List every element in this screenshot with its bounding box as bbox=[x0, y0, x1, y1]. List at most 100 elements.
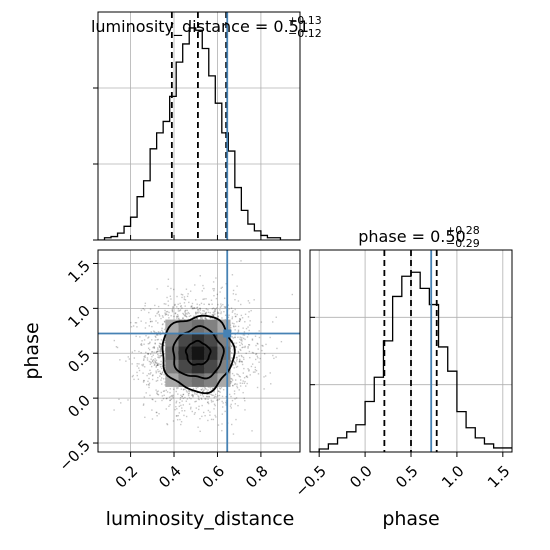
sample-point bbox=[157, 370, 160, 373]
sample-point bbox=[147, 353, 149, 355]
sample-point bbox=[234, 325, 237, 328]
sample-point bbox=[244, 380, 246, 383]
sample-point bbox=[221, 413, 224, 415]
sample-point bbox=[200, 397, 202, 400]
sample-point bbox=[198, 405, 200, 408]
sample-point bbox=[154, 400, 157, 403]
sample-point bbox=[230, 380, 232, 383]
sample-point bbox=[163, 350, 165, 353]
sample-point bbox=[151, 339, 153, 341]
sample-point bbox=[191, 393, 194, 396]
sample-point bbox=[234, 299, 236, 301]
sample-point bbox=[142, 365, 144, 367]
sample-point bbox=[218, 390, 220, 393]
sample-point bbox=[182, 313, 185, 316]
sample-point bbox=[221, 423, 223, 425]
sample-point bbox=[199, 394, 202, 396]
sample-point bbox=[196, 317, 198, 319]
sample-point bbox=[165, 397, 168, 400]
sample-point bbox=[181, 400, 183, 402]
sample-point bbox=[202, 298, 204, 301]
sample-point bbox=[238, 320, 240, 322]
sample-point bbox=[150, 331, 152, 333]
sample-point bbox=[196, 318, 198, 320]
sample-point bbox=[181, 407, 183, 409]
sample-point bbox=[217, 315, 219, 317]
sample-point bbox=[213, 294, 215, 297]
sample-point bbox=[137, 316, 140, 319]
sample-point bbox=[215, 416, 217, 418]
sample-point bbox=[193, 413, 196, 415]
sample-point bbox=[221, 286, 223, 289]
sample-point bbox=[201, 318, 204, 320]
sample-point bbox=[146, 359, 149, 361]
sample-point bbox=[205, 308, 208, 310]
sample-point bbox=[231, 317, 233, 320]
sample-point bbox=[232, 337, 235, 339]
sample-point bbox=[213, 289, 215, 292]
sample-point bbox=[154, 304, 156, 307]
sample-point bbox=[157, 353, 159, 356]
sample-point bbox=[147, 352, 149, 355]
sample-point bbox=[189, 290, 192, 292]
sample-point bbox=[156, 312, 158, 315]
sample-point bbox=[240, 354, 243, 357]
sample-point bbox=[148, 348, 151, 351]
sample-point bbox=[237, 325, 240, 328]
sample-point bbox=[206, 393, 208, 396]
luminosity-distance-histogram-panel: luminosity_distance = 0.51 +0.13 −0.12 bbox=[91, 11, 322, 241]
phase-title-minus: −0.29 bbox=[446, 237, 480, 250]
sample-point bbox=[215, 297, 218, 300]
sample-point bbox=[224, 306, 226, 309]
sample-point bbox=[202, 312, 204, 315]
sample-point bbox=[143, 343, 145, 345]
sample-point bbox=[230, 407, 232, 409]
sample-point bbox=[224, 314, 227, 316]
sample-point bbox=[244, 313, 247, 315]
sample-point bbox=[255, 353, 258, 355]
sample-point bbox=[202, 390, 205, 392]
sample-point bbox=[254, 335, 257, 337]
sample-point bbox=[252, 352, 255, 354]
sample-point bbox=[158, 362, 160, 365]
sample-point bbox=[148, 382, 151, 384]
sample-point bbox=[233, 374, 235, 377]
sample-point bbox=[242, 391, 244, 394]
sample-point bbox=[92, 340, 93, 341]
sample-point bbox=[151, 375, 154, 377]
sample-point bbox=[275, 316, 277, 318]
sample-point bbox=[195, 314, 197, 316]
sample-point bbox=[177, 393, 179, 395]
sample-point bbox=[251, 338, 254, 340]
sample-point bbox=[160, 354, 162, 357]
sample-point bbox=[194, 411, 196, 414]
sample-point bbox=[234, 336, 236, 338]
sample-point bbox=[161, 383, 163, 385]
sample-point bbox=[155, 380, 158, 382]
sample-point bbox=[239, 376, 241, 378]
sample-point bbox=[245, 375, 248, 378]
sample-point bbox=[256, 355, 259, 358]
sample-point bbox=[146, 383, 148, 386]
sample-point bbox=[239, 344, 241, 347]
sample-point bbox=[155, 362, 158, 364]
sample-point bbox=[229, 382, 232, 384]
sample-point bbox=[157, 322, 159, 324]
sample-point bbox=[202, 310, 204, 312]
sample-point bbox=[145, 392, 147, 394]
sample-point bbox=[176, 313, 179, 316]
sample-point bbox=[166, 310, 169, 313]
sample-point bbox=[212, 418, 215, 421]
sample-point bbox=[180, 305, 182, 307]
sample-point bbox=[171, 309, 174, 311]
joint-density-contours bbox=[161, 314, 236, 395]
sample-point bbox=[168, 396, 171, 398]
sample-point bbox=[205, 398, 207, 400]
sample-point bbox=[207, 309, 209, 311]
sample-point bbox=[245, 352, 247, 355]
sample-point bbox=[143, 380, 145, 382]
sample-point bbox=[155, 389, 157, 391]
sample-point bbox=[191, 390, 193, 393]
sample-point bbox=[193, 306, 196, 309]
sample-point bbox=[236, 285, 238, 287]
